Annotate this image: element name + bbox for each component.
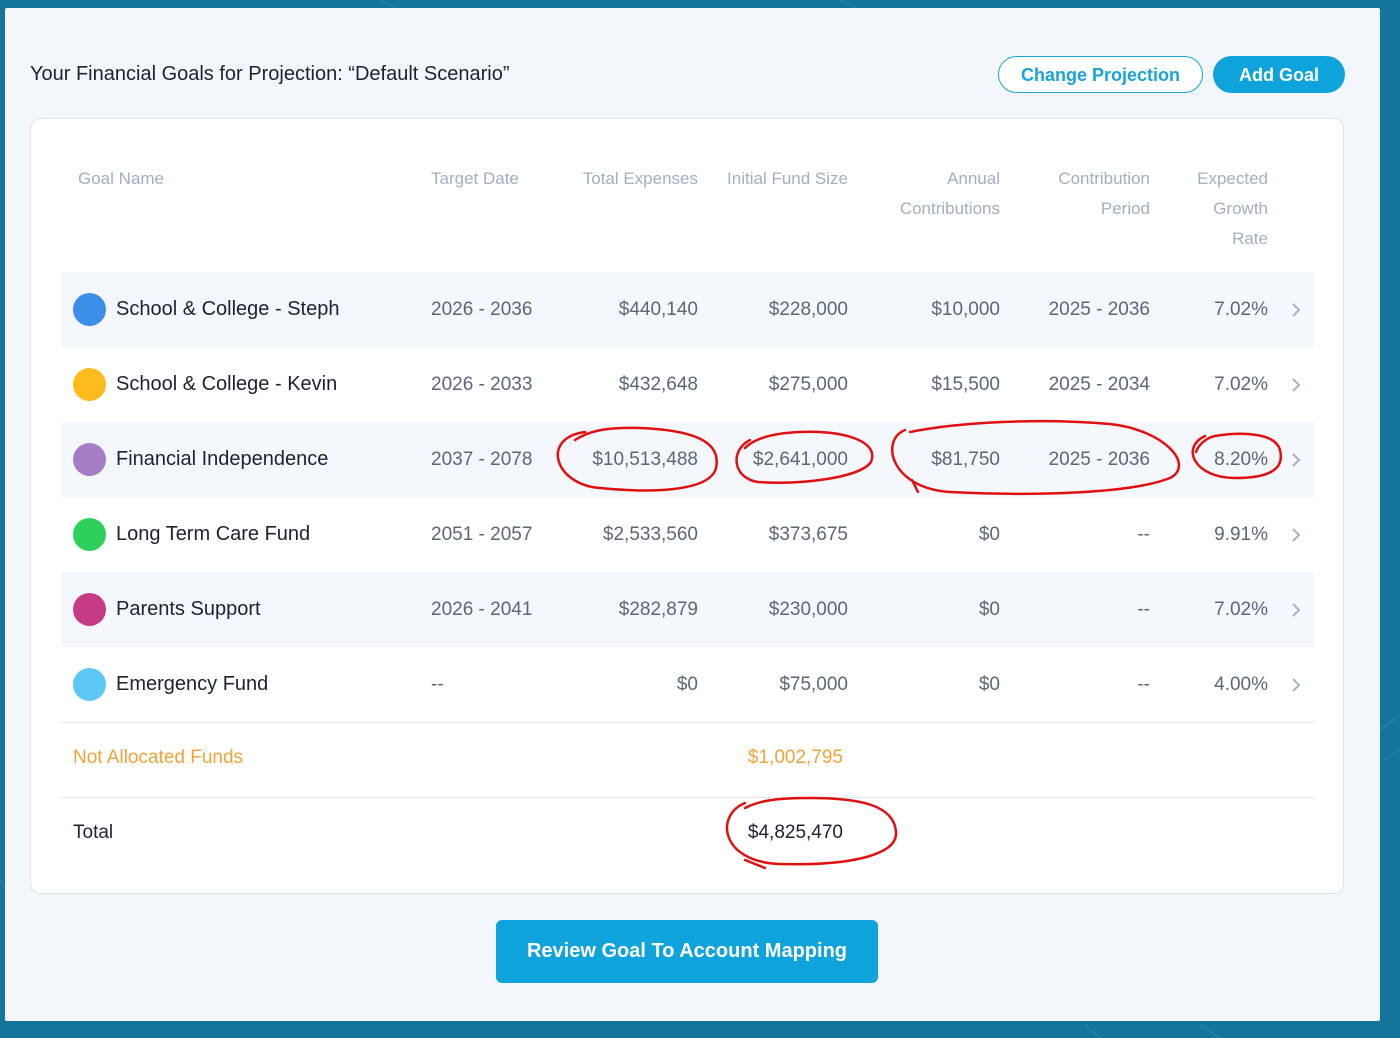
table-row[interactable]: Long Term Care Fund 2051 - 2057 $2,533,5… — [61, 497, 1314, 572]
total-expenses: $440,140 — [618, 299, 698, 320]
column-header-total-expenses: Total Expenses — [582, 169, 698, 188]
column-header-goal-name: Goal Name — [78, 169, 164, 188]
contribution-period: 2025 - 2036 — [1048, 299, 1150, 320]
header-line: Period — [1100, 199, 1150, 218]
row-divider — [61, 722, 1314, 723]
target-date: 2026 - 2036 — [431, 299, 533, 320]
contribution-period: -- — [1137, 599, 1150, 620]
goals-table-card — [30, 118, 1344, 894]
header-line: Rate — [1232, 229, 1268, 248]
chevron-right-icon[interactable] — [1289, 526, 1303, 544]
annual-contributions: $10,000 — [931, 299, 1000, 320]
column-header-initial-fund-size: Initial Fund Size — [727, 169, 848, 188]
annual-contributions: $15,500 — [931, 374, 1000, 395]
target-date: 2037 - 2078 — [431, 449, 533, 470]
table-row[interactable]: Financial Independence 2037 - 2078 $10,5… — [61, 422, 1314, 497]
annual-contributions: $81,750 — [931, 449, 1000, 470]
table-row[interactable]: Emergency Fund -- $0 $75,000 $0 -- 4.00% — [61, 647, 1314, 722]
total-value: $4,825,470 — [747, 822, 843, 843]
target-date: -- — [431, 674, 444, 695]
expected-growth-rate: 9.91% — [1214, 524, 1268, 545]
contribution-period: 2025 - 2034 — [1048, 374, 1150, 395]
header-line: Contribution — [1058, 169, 1150, 188]
contribution-period: 2025 - 2036 — [1048, 449, 1150, 470]
initial-fund-size: $373,675 — [768, 524, 848, 545]
chevron-right-icon[interactable] — [1289, 601, 1303, 619]
goal-name: School & College - Kevin — [116, 373, 338, 395]
goal-color-dot — [73, 368, 106, 401]
annual-contributions: $0 — [978, 524, 1000, 545]
target-date: 2026 - 2033 — [431, 374, 533, 395]
row-divider — [61, 797, 1314, 798]
initial-fund-size: $2,641,000 — [752, 449, 848, 470]
total-expenses: $2,533,560 — [602, 524, 698, 545]
total-label: Total — [73, 822, 114, 843]
annual-contributions: $0 — [978, 599, 1000, 620]
header-line: Annual — [947, 169, 1000, 188]
goal-name: School & College - Steph — [116, 298, 340, 320]
goal-name: Financial Independence — [116, 448, 329, 470]
goal-color-dot — [73, 443, 106, 476]
chevron-right-icon[interactable] — [1289, 451, 1303, 469]
table-row[interactable]: School & College - Steph 2026 - 2036 $44… — [61, 272, 1314, 347]
column-header-target-date: Target Date — [431, 169, 519, 188]
header-line: Expected — [1197, 169, 1268, 188]
initial-fund-size: $75,000 — [779, 674, 848, 695]
expected-growth-rate: 7.02% — [1214, 299, 1268, 320]
not-allocated-label: Not Allocated Funds — [73, 747, 244, 768]
not-allocated-value: $1,002,795 — [747, 747, 843, 768]
contribution-period: -- — [1137, 674, 1150, 695]
total-expenses: $282,879 — [618, 599, 698, 620]
column-header-annual-contributions: Annual Contributions — [860, 164, 1000, 224]
expected-growth-rate: 4.00% — [1214, 674, 1268, 695]
annual-contributions: $0 — [978, 674, 1000, 695]
goal-color-dot — [73, 293, 106, 326]
expected-growth-rate: 8.20% — [1214, 449, 1268, 470]
goal-color-dot — [73, 668, 106, 701]
goal-name: Parents Support — [116, 598, 261, 620]
target-date: 2051 - 2057 — [431, 524, 533, 545]
header-line: Contributions — [899, 199, 1000, 218]
chevron-right-icon[interactable] — [1289, 301, 1303, 319]
initial-fund-size: $228,000 — [768, 299, 848, 320]
total-expenses: $0 — [676, 674, 698, 695]
review-goal-mapping-button[interactable]: Review Goal To Account Mapping — [496, 920, 878, 983]
change-projection-button[interactable]: Change Projection — [998, 56, 1203, 93]
initial-fund-size: $230,000 — [768, 599, 848, 620]
goal-name: Emergency Fund — [116, 673, 269, 695]
target-date: 2026 - 2041 — [431, 599, 533, 620]
contribution-period: -- — [1137, 524, 1150, 545]
expected-growth-rate: 7.02% — [1214, 599, 1268, 620]
total-expenses: $10,513,488 — [592, 449, 698, 470]
chevron-right-icon[interactable] — [1289, 376, 1303, 394]
add-goal-button[interactable]: Add Goal — [1213, 56, 1345, 93]
chevron-right-icon[interactable] — [1289, 676, 1303, 694]
column-header-expected-growth-rate: Expected Growth Rate — [1160, 164, 1268, 254]
goal-color-dot — [73, 518, 106, 551]
expected-growth-rate: 7.02% — [1214, 374, 1268, 395]
page-title: Your Financial Goals for Projection: “De… — [30, 63, 510, 85]
header-line: Growth — [1213, 199, 1268, 218]
initial-fund-size: $275,000 — [768, 374, 848, 395]
table-row[interactable]: Parents Support 2026 - 2041 $282,879 $23… — [61, 572, 1314, 647]
total-expenses: $432,648 — [618, 374, 698, 395]
column-header-contribution-period: Contribution Period — [1010, 164, 1150, 224]
table-row[interactable]: School & College - Kevin 2026 - 2033 $43… — [61, 347, 1314, 422]
goal-name: Long Term Care Fund — [116, 523, 311, 545]
goal-color-dot — [73, 593, 106, 626]
